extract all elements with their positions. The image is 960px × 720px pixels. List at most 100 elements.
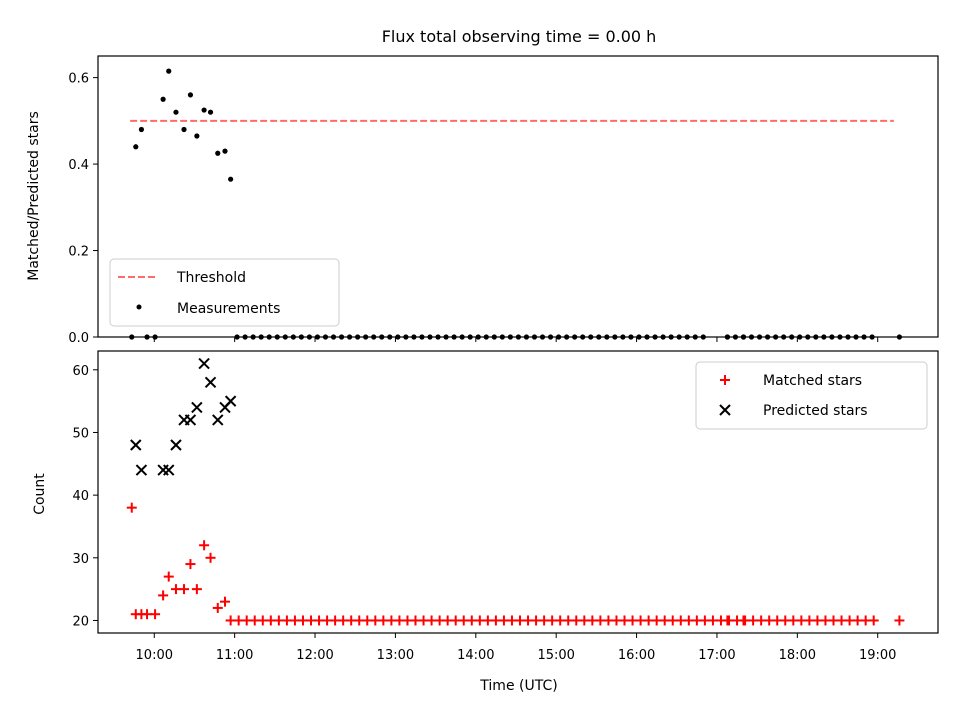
predicted-star-point bbox=[224, 395, 237, 407]
measurement-point bbox=[228, 176, 234, 182]
measurement-point bbox=[773, 334, 779, 340]
measurement-point bbox=[539, 334, 546, 340]
measurement-point bbox=[403, 334, 409, 340]
measurement-point bbox=[379, 334, 385, 340]
count-points bbox=[126, 357, 905, 626]
bottom-y-tick-label: 40 bbox=[72, 489, 89, 504]
predicted-star-point bbox=[163, 464, 175, 476]
matched-star-point bbox=[868, 615, 879, 626]
bottom-x-tick-label: 19:00 bbox=[859, 648, 896, 663]
measurement-point bbox=[419, 334, 425, 340]
measurement-point bbox=[555, 334, 562, 340]
measurement-point bbox=[467, 334, 473, 340]
legend-predicted-marker bbox=[719, 404, 731, 416]
bottom-x-tick-label: 18:00 bbox=[779, 648, 816, 663]
measurement-point bbox=[298, 334, 304, 340]
measurement-point bbox=[797, 334, 803, 340]
bottom-legend-box bbox=[695, 361, 928, 430]
measurement-point bbox=[201, 107, 207, 113]
measurement-point bbox=[435, 334, 441, 340]
measurement-point bbox=[628, 334, 634, 340]
measurement-point bbox=[564, 334, 570, 340]
measurement-point bbox=[166, 68, 172, 74]
top-legend-box bbox=[109, 258, 340, 327]
measurement-point bbox=[572, 334, 578, 340]
measurement-point bbox=[322, 334, 329, 340]
matched-star-point bbox=[163, 571, 174, 582]
top-y-tick-label: 0.4 bbox=[68, 158, 89, 173]
measurement-point bbox=[531, 334, 538, 340]
top-axes: 0.0 0.2 0.4 0.6 Matched/Predicted stars Thr… bbox=[26, 55, 939, 346]
measurement-point bbox=[338, 334, 345, 340]
measurement-point bbox=[499, 334, 505, 340]
measurement-points bbox=[129, 68, 903, 340]
measurement-point bbox=[290, 334, 296, 340]
measurement-point bbox=[668, 334, 674, 340]
measurement-point bbox=[346, 334, 353, 340]
measurement-point bbox=[547, 334, 554, 340]
measurement-point bbox=[475, 334, 481, 340]
matched-star-point bbox=[185, 559, 196, 570]
bottom-x-tick-label: 12:00 bbox=[296, 648, 333, 663]
measurement-point bbox=[896, 334, 903, 340]
matched-star-point bbox=[722, 615, 733, 626]
measurement-point bbox=[330, 334, 337, 340]
bottom-y-label: Count bbox=[32, 473, 48, 515]
legend-matched-marker bbox=[720, 375, 730, 385]
legend-measurements-swatch bbox=[136, 304, 142, 310]
bottom-axes: 20 30 40 50 60 10:00 11:00 12:00 13:00 14:00 15:0… bbox=[32, 350, 939, 694]
measurement-point bbox=[813, 334, 819, 340]
measurement-point bbox=[523, 334, 530, 340]
bottom-x-tick-label: 11:00 bbox=[216, 648, 253, 663]
measurement-point bbox=[789, 334, 795, 340]
measurement-point bbox=[258, 334, 264, 340]
predicted-star-point bbox=[212, 414, 224, 426]
measurement-point bbox=[173, 109, 179, 115]
top-y-label: Matched/Predicted stars bbox=[26, 111, 42, 281]
measurement-point bbox=[684, 334, 690, 340]
bottom-y-tick-label: 30 bbox=[72, 552, 89, 567]
measurement-point bbox=[387, 334, 393, 340]
measurement-point bbox=[133, 144, 139, 150]
measurement-point bbox=[604, 334, 610, 340]
measurement-point bbox=[781, 334, 787, 340]
measurement-point bbox=[282, 334, 288, 340]
measurement-point bbox=[181, 126, 187, 133]
measurement-point bbox=[138, 126, 145, 133]
measurement-point bbox=[187, 92, 194, 98]
measurement-point bbox=[636, 334, 642, 340]
measurement-point bbox=[266, 334, 272, 340]
measurement-point bbox=[861, 334, 867, 340]
measurement-point bbox=[451, 334, 457, 340]
measurement-point bbox=[194, 133, 200, 139]
matched-star-point bbox=[894, 615, 905, 626]
predicted-star-point bbox=[191, 401, 203, 414]
bottom-plot-frame bbox=[97, 350, 939, 634]
measurement-point bbox=[363, 334, 369, 340]
measurement-point bbox=[395, 334, 401, 340]
top-legend: Threshold Measurements bbox=[109, 258, 340, 327]
measurement-point bbox=[837, 334, 843, 340]
measurement-point bbox=[748, 334, 755, 340]
matched-star-point bbox=[212, 602, 223, 613]
matched-star-point bbox=[205, 552, 216, 563]
predicted-star-point bbox=[184, 414, 197, 426]
measurement-point bbox=[700, 334, 706, 340]
matched-star-point bbox=[191, 584, 202, 595]
measurement-point bbox=[588, 334, 594, 340]
measurement-point bbox=[740, 334, 747, 340]
measurement-point bbox=[215, 150, 221, 156]
measurement-point bbox=[491, 334, 497, 340]
bottom-y-tick-label: 60 bbox=[72, 364, 89, 379]
measurement-point bbox=[371, 334, 377, 340]
chart-title: Flux total observing time = 0.00 h bbox=[382, 27, 657, 46]
bottom-x-tick-label: 13:00 bbox=[377, 648, 414, 663]
measurement-point bbox=[242, 334, 248, 340]
bottom-x-tick-label: 10:00 bbox=[136, 648, 173, 663]
bottom-y-tick-label: 20 bbox=[72, 614, 89, 629]
predicted-star-point bbox=[170, 439, 182, 451]
matched-star-point bbox=[220, 596, 231, 607]
legend-matched-label: Matched stars bbox=[763, 373, 862, 389]
legend-threshold-label: Threshold bbox=[176, 270, 246, 286]
measurement-point bbox=[144, 334, 150, 340]
